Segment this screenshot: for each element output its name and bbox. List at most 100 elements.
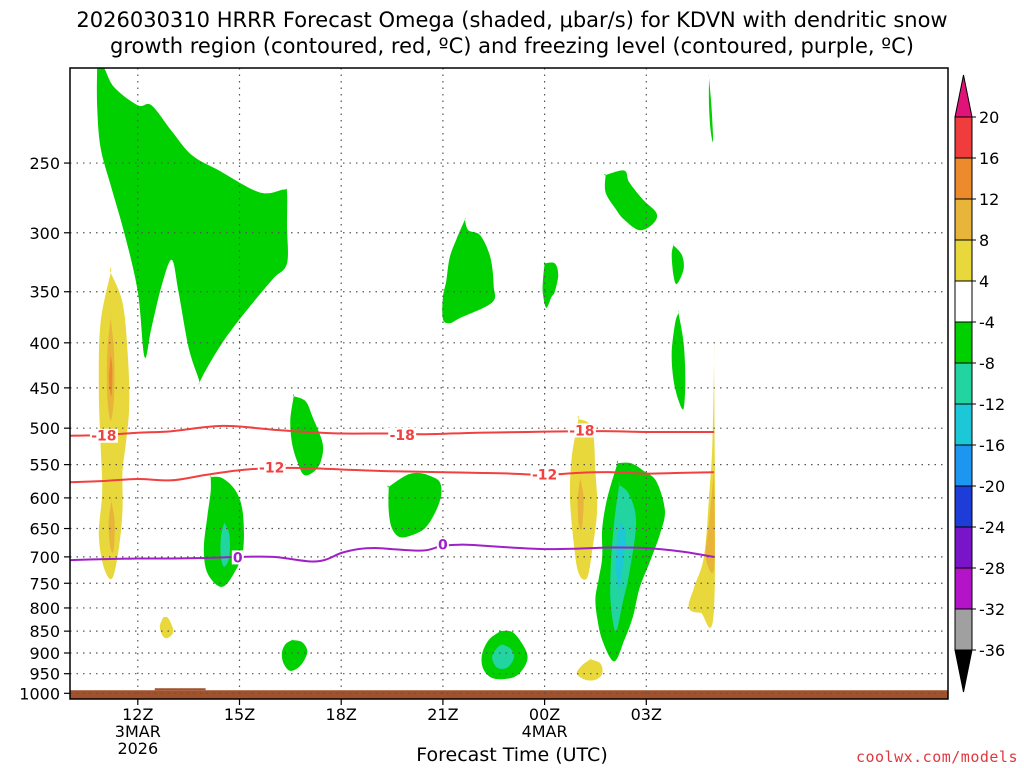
- y-tick-label-650: 650: [29, 520, 60, 539]
- x-tick-label-18Z: 18Z: [326, 705, 357, 724]
- y-tick-label-250: 250: [29, 154, 60, 173]
- y-tick-label-950: 950: [29, 665, 60, 684]
- terrain-bump: [154, 688, 206, 691]
- x-tick-sublabel-00Z: 4MAR: [522, 722, 568, 741]
- x-tick-label-12Z: 12Z: [122, 705, 153, 724]
- contour-label-bg-0-0: [231, 550, 244, 565]
- colorbar-swatch-5: [954, 321, 973, 364]
- colorbar-label-7: -12: [979, 395, 1005, 414]
- contour-label--18-1: -18: [390, 428, 415, 444]
- y-tick-label-550: 550: [29, 456, 60, 475]
- x-tick-sublabel2-12Z: 2026: [117, 739, 158, 758]
- terrain-fill: [70, 690, 948, 699]
- y-tick-label-450: 450: [29, 379, 60, 398]
- omega-region-11: [281, 639, 308, 671]
- colorbar-label-4: 4: [979, 272, 989, 291]
- contour-label-0-0: 0: [233, 550, 243, 566]
- colorbar-swatch-1: [954, 157, 973, 200]
- colorbar-label-0: 20: [979, 108, 999, 127]
- y-axis: 250 300 350 400 450 500 550 600 650 700 750 800 850 9…: [19, 154, 70, 703]
- y-tick-label-900: 900: [29, 644, 60, 663]
- omega-region-20: [108, 352, 113, 397]
- chart-title-line-2: growth region (contoured, red, ºC) and f…: [110, 34, 914, 58]
- omega-region-19: [108, 498, 115, 553]
- colorbar-label-6: -8: [979, 354, 995, 373]
- omega-region-7: [290, 394, 324, 476]
- contour-label-bg--18-2: [567, 423, 596, 438]
- omega-region-2: [542, 262, 559, 308]
- colorbar-swatch-11: [954, 567, 973, 610]
- colorbar-swatch-4: [954, 280, 973, 323]
- omega-region-4: [671, 244, 684, 285]
- contours: -18 -18 -18 -12 -12 0 0: [70, 423, 715, 566]
- omega-region-15: [492, 643, 515, 669]
- colorbar-label-11: -28: [979, 559, 1005, 578]
- y-tick-label-600: 600: [29, 489, 60, 508]
- colorbar-swatch-8: [954, 444, 973, 487]
- credit-link[interactable]: coolwx.com/models: [855, 748, 1018, 766]
- x-tick-sublabel-12Z: 3MAR: [115, 722, 161, 741]
- contour-label--18-2: -18: [569, 423, 594, 439]
- omega-region-25: [159, 616, 174, 639]
- colorbar-swatch-6: [954, 362, 973, 405]
- contour-line--12: [70, 466, 715, 484]
- y-tick-label-400: 400: [29, 334, 60, 353]
- colorbar-under-arrow: [954, 649, 973, 693]
- y-tick-label-800: 800: [29, 599, 60, 618]
- y-tick-label-850: 850: [29, 622, 60, 641]
- contour-label--18-0: -18: [91, 429, 116, 445]
- colorbar-swatch-2: [954, 198, 973, 241]
- colorbar-swatch-10: [954, 526, 973, 569]
- omega-region-14: [220, 520, 230, 567]
- colorbar-swatch-9: [954, 485, 973, 528]
- contour-label-bg--18-1: [388, 427, 417, 442]
- colorbar-label-10: -24: [979, 518, 1005, 537]
- contour-label-bg--12-1: [530, 467, 559, 482]
- contour-line-0: [70, 543, 715, 563]
- y-tick-label-1000: 1000: [19, 684, 60, 703]
- omega-region-3: [604, 170, 658, 231]
- colorbar-label-2: 12: [979, 190, 999, 209]
- contour-label-bg-0-1: [436, 537, 449, 552]
- colorbar-label-12: -32: [979, 600, 1005, 619]
- contour-label--12-1: -12: [532, 468, 557, 484]
- colorbar-swatch-7: [954, 403, 973, 446]
- colorbar-swatch-0: [954, 116, 973, 159]
- colorbar-label-1: 16: [979, 149, 999, 168]
- contour-label-bg--18-0: [89, 428, 118, 443]
- x-tick-label-00Z: 00Z: [529, 705, 560, 724]
- x-tick-label-21Z: 21Z: [427, 705, 458, 724]
- y-tick-label-500: 500: [29, 419, 60, 438]
- omega-region-22: [577, 475, 584, 531]
- x-tick-label-03Z: 03Z: [631, 705, 662, 724]
- contour-label-0-1: 0: [438, 538, 448, 554]
- y-tick-label-350: 350: [29, 283, 60, 302]
- omega-region-26: [576, 658, 603, 681]
- omega-region-24: [705, 462, 715, 574]
- colorbar-swatch-3: [954, 239, 973, 282]
- colorbar-label-3: 8: [979, 231, 989, 250]
- colorbar-over-arrow: [954, 74, 973, 118]
- contour-label--12-0: -12: [259, 460, 284, 476]
- terrain: [70, 688, 948, 699]
- colorbar-swatch-12: [954, 608, 973, 651]
- colorbar-label-8: -16: [979, 436, 1005, 455]
- contour-label-bg--12-0: [257, 460, 286, 475]
- omega-region-17: [98, 267, 130, 580]
- colorbar: 20 16 12 8 4 -4 -8 -12 -16 -20 -24 -28 -32 -36: [954, 74, 1005, 693]
- omega-region-8: [387, 472, 442, 538]
- y-tick-label-750: 750: [29, 574, 60, 593]
- omega-region-6: [708, 74, 714, 143]
- chart-title-line-1: 2026030310 HRRR Forecast Omega (shaded, …: [76, 8, 948, 32]
- omega-region-1: [442, 217, 496, 324]
- plot-frame: [69, 67, 949, 700]
- grid: [70, 68, 948, 699]
- omega-region-16: [615, 520, 627, 589]
- colorbar-label-5: -4: [979, 313, 995, 332]
- x-axis-label: Forecast Time (UTC): [416, 744, 608, 766]
- colorbar-label-13: -36: [979, 641, 1005, 660]
- y-tick-label-700: 700: [29, 548, 60, 567]
- omega-region-5: [671, 310, 686, 410]
